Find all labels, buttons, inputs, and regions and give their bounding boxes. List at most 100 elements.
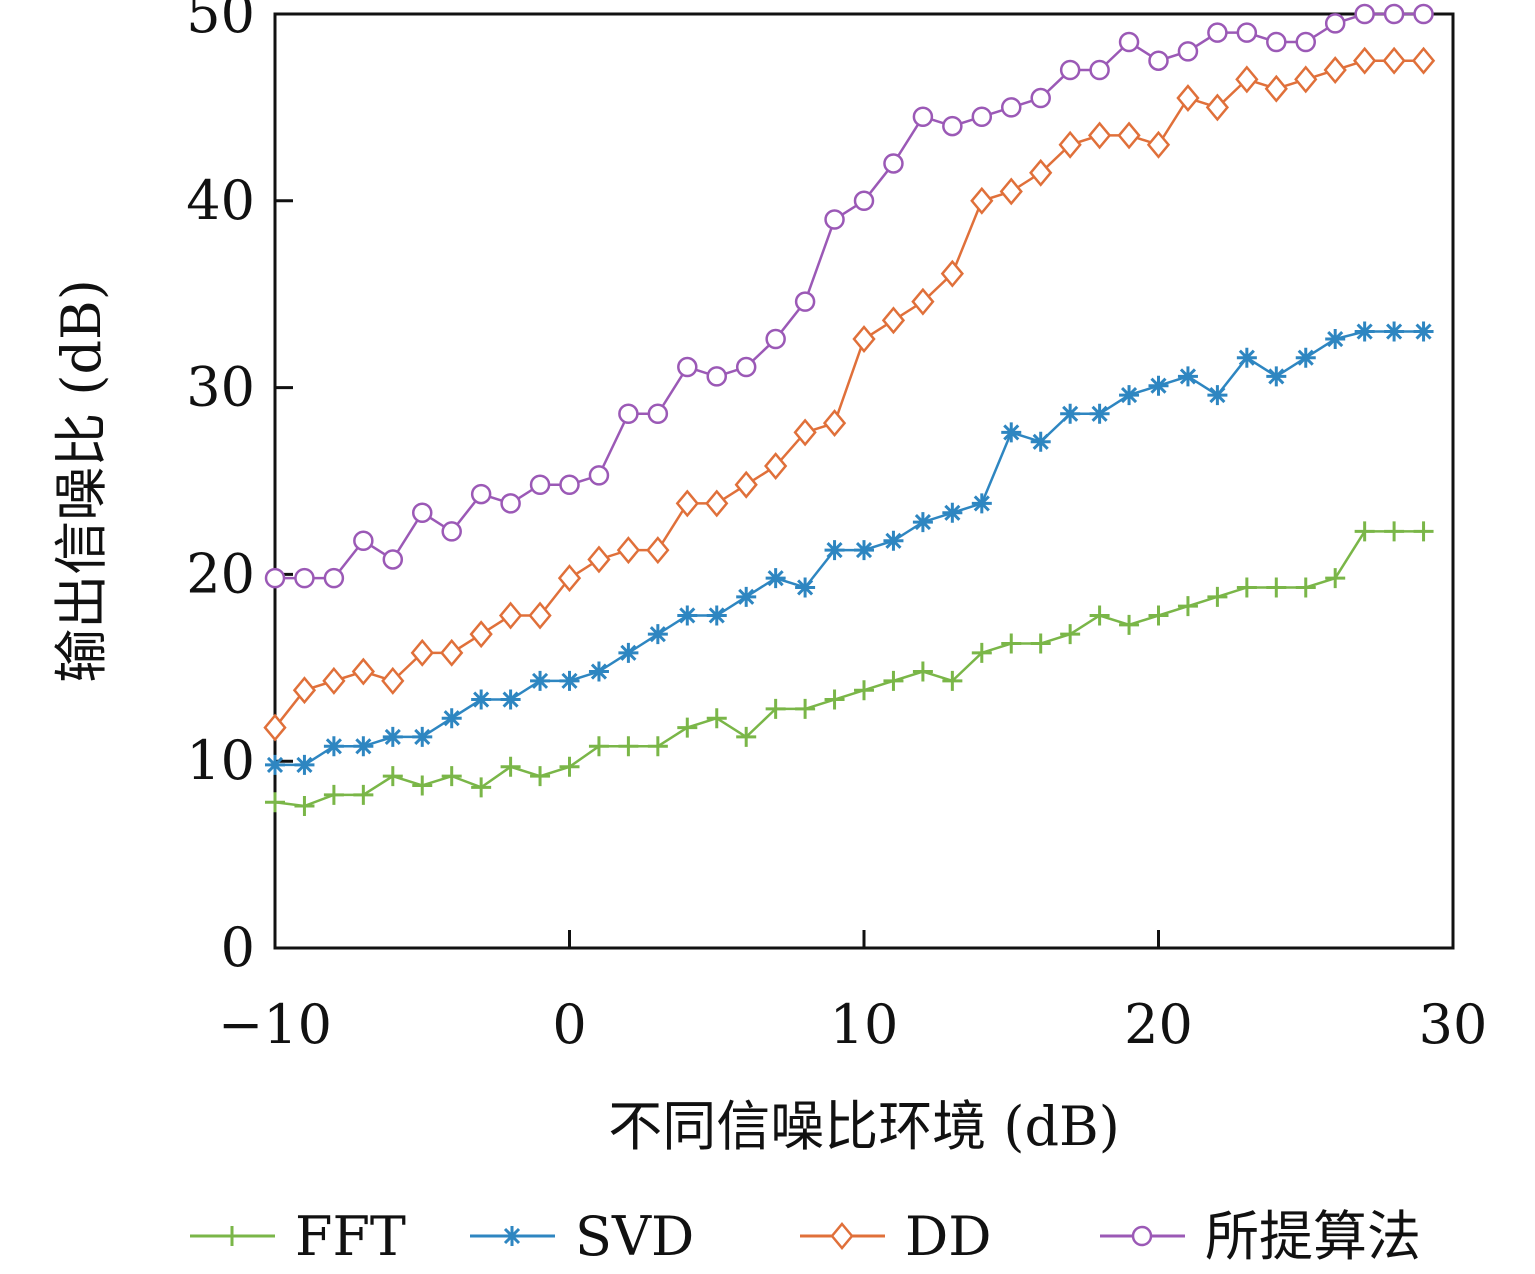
data-point [412, 726, 433, 747]
series-0 [265, 521, 1434, 817]
data-point [1117, 121, 1141, 150]
data-point [1119, 614, 1140, 635]
data-point [1353, 46, 1377, 75]
data-point [294, 796, 315, 817]
data-point [500, 493, 521, 514]
data-point [1148, 375, 1169, 396]
legend-label: FFT [295, 1205, 406, 1268]
data-point [1354, 3, 1375, 25]
data-point [735, 356, 757, 378]
data-point [530, 670, 551, 691]
data-point [559, 474, 580, 495]
data-point [942, 670, 963, 691]
legend-marker [830, 1222, 854, 1250]
data-point [1001, 633, 1022, 654]
data-point [853, 190, 875, 212]
data-point [940, 259, 964, 288]
data-point [1264, 74, 1288, 103]
legend-item: DD [800, 1205, 992, 1268]
data-point [1030, 87, 1051, 109]
data-point [441, 708, 462, 729]
data-point [736, 726, 757, 747]
data-point [440, 638, 464, 667]
data-point [1148, 605, 1169, 626]
data-point [1236, 577, 1257, 598]
data-point [1207, 586, 1228, 607]
data-point [822, 409, 847, 438]
data-point [618, 642, 639, 663]
data-point [1236, 22, 1258, 43]
legend-marker [502, 1226, 522, 1246]
data-point [1413, 521, 1434, 542]
x-axis-label: 不同信噪比环境 (dB) [608, 1095, 1120, 1158]
data-point [824, 689, 845, 710]
data-point [705, 489, 729, 518]
data-point [412, 775, 433, 796]
data-point [471, 777, 492, 798]
y-tick-label: 20 [186, 542, 255, 605]
data-point [793, 418, 817, 447]
legend-label: 所提算法 [1205, 1205, 1421, 1268]
data-point [353, 784, 374, 805]
data-point [647, 736, 668, 757]
data-point [1177, 41, 1199, 62]
data-point [765, 328, 786, 350]
data-point [382, 766, 403, 787]
series-3 [264, 3, 1434, 589]
data-point [323, 784, 344, 805]
data-point [675, 489, 699, 518]
data-point [528, 601, 552, 630]
x-tick-label: 20 [1124, 993, 1193, 1056]
data-point [1295, 347, 1316, 368]
data-point [351, 657, 375, 686]
data-point [559, 756, 580, 777]
data-point [647, 403, 669, 425]
data-point [1295, 577, 1316, 598]
series-line [274, 530, 1424, 808]
data-point [1413, 3, 1434, 25]
data-point [765, 568, 786, 589]
data-point [999, 177, 1023, 206]
data-point [677, 605, 698, 626]
y-tick-label: 10 [186, 729, 255, 792]
data-point [1089, 59, 1110, 81]
data-point [1323, 56, 1347, 84]
data-point [1413, 321, 1434, 342]
data-point [1384, 321, 1405, 342]
data-point [616, 536, 641, 565]
data-point [265, 754, 285, 775]
data-point [854, 680, 874, 701]
data-point [412, 502, 433, 524]
data-point [1411, 46, 1436, 75]
axis-ticks: −10 0 10 20 30 0 10 20 30 40 50 [186, 0, 1487, 1056]
data-point [1325, 329, 1346, 350]
data-point [912, 512, 933, 533]
data-point [1089, 403, 1110, 424]
x-tick-label: 0 [552, 993, 586, 1056]
data-point [706, 708, 727, 729]
data-point [677, 356, 698, 378]
data-point [1119, 385, 1140, 406]
series-line [274, 59, 1424, 729]
series-1 [265, 321, 1434, 775]
data-point [382, 726, 403, 747]
data-point [382, 549, 404, 570]
data-point [971, 493, 992, 514]
data-point [1295, 31, 1316, 53]
data-point [1354, 321, 1375, 342]
legend-item: 所提算法 [1100, 1205, 1421, 1268]
data-point [471, 689, 492, 710]
data-point [852, 325, 876, 353]
data-point [588, 661, 609, 682]
series-layer [263, 3, 1436, 817]
data-point [911, 287, 935, 316]
data-point [469, 620, 493, 649]
data-point [912, 106, 934, 127]
y-axis-label: 输出信噪比 (dB) [50, 279, 113, 683]
data-point [1384, 521, 1405, 542]
x-tick-label: 10 [830, 993, 899, 1056]
data-point [765, 698, 786, 719]
data-point [1030, 431, 1051, 452]
y-tick-label: 0 [221, 916, 255, 979]
